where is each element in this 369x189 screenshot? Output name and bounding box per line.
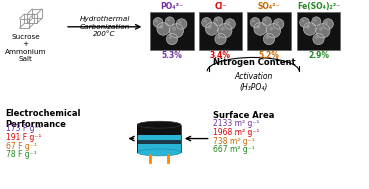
Circle shape (159, 25, 163, 29)
Circle shape (303, 22, 316, 35)
Bar (150, 12, 194, 50)
Circle shape (206, 22, 218, 35)
Circle shape (273, 19, 284, 29)
Text: Sucrose
+
Ammonium
Salt: Sucrose + Ammonium Salt (5, 34, 46, 62)
Circle shape (155, 19, 158, 22)
Circle shape (215, 33, 226, 45)
Bar (137, 133, 181, 152)
Circle shape (221, 26, 225, 31)
Circle shape (325, 21, 328, 24)
Circle shape (275, 21, 279, 24)
Bar (297, 12, 340, 50)
Text: 5.3%: 5.3% (162, 50, 182, 60)
Bar (247, 12, 291, 50)
Text: Hydrothermal
Carbonization
200°C: Hydrothermal Carbonization 200°C (79, 16, 130, 37)
Circle shape (314, 19, 316, 21)
Circle shape (252, 19, 255, 22)
Text: PO₄³⁻: PO₄³⁻ (161, 2, 183, 11)
Circle shape (153, 18, 163, 27)
Circle shape (169, 36, 172, 39)
Text: 5.2%: 5.2% (259, 50, 279, 60)
Circle shape (256, 25, 260, 29)
Circle shape (166, 33, 177, 45)
Circle shape (301, 19, 304, 22)
Bar (137, 125, 181, 135)
Ellipse shape (137, 149, 181, 156)
Circle shape (264, 19, 267, 21)
Text: Activation
(H₃PO₄): Activation (H₃PO₄) (234, 72, 272, 92)
Circle shape (202, 18, 211, 27)
Circle shape (218, 24, 232, 38)
Text: 191 F g⁻¹: 191 F g⁻¹ (6, 133, 41, 142)
Circle shape (167, 19, 170, 21)
Text: 2133 m² g⁻¹: 2133 m² g⁻¹ (213, 119, 259, 128)
Text: 67 F g⁻¹: 67 F g⁻¹ (6, 142, 37, 150)
Text: 78 F g⁻¹: 78 F g⁻¹ (6, 150, 36, 160)
Circle shape (204, 19, 207, 22)
Circle shape (323, 19, 333, 29)
Text: 173 F g⁻¹: 173 F g⁻¹ (6, 124, 41, 133)
Circle shape (208, 25, 212, 29)
Circle shape (254, 22, 267, 35)
Text: Cl⁻: Cl⁻ (214, 2, 227, 11)
Text: 667 m² g⁻¹: 667 m² g⁻¹ (213, 146, 254, 154)
Circle shape (176, 19, 187, 29)
Circle shape (217, 36, 221, 39)
Circle shape (269, 26, 273, 31)
Text: Fe(SO₄)₂²⁻: Fe(SO₄)₂²⁻ (297, 2, 340, 11)
Circle shape (263, 33, 275, 45)
Circle shape (306, 25, 310, 29)
Circle shape (227, 21, 230, 24)
Text: 1968 m² g⁻¹: 1968 m² g⁻¹ (213, 128, 259, 137)
Circle shape (266, 36, 269, 39)
Circle shape (316, 24, 330, 38)
Bar (137, 139, 181, 143)
Circle shape (266, 24, 280, 38)
Circle shape (315, 36, 318, 39)
Text: 3.4%: 3.4% (210, 50, 231, 60)
Text: Nitrogen Content: Nitrogen Content (213, 58, 296, 67)
Ellipse shape (137, 121, 181, 128)
Text: Surface Area: Surface Area (213, 111, 274, 120)
Circle shape (169, 24, 183, 38)
Text: Electrochemical
Performance: Electrochemical Performance (6, 109, 81, 129)
Circle shape (172, 26, 176, 31)
Circle shape (300, 18, 310, 27)
Circle shape (262, 17, 271, 26)
Circle shape (312, 17, 321, 26)
Circle shape (179, 21, 182, 24)
Text: SO₄²⁻: SO₄²⁻ (258, 2, 280, 11)
Circle shape (214, 17, 223, 26)
Circle shape (318, 26, 323, 31)
Circle shape (225, 19, 235, 29)
Circle shape (313, 33, 324, 45)
Circle shape (165, 17, 174, 26)
Circle shape (250, 18, 260, 27)
Circle shape (215, 19, 218, 21)
Text: 2.9%: 2.9% (308, 50, 329, 60)
Circle shape (157, 22, 170, 35)
Bar (199, 12, 242, 50)
Text: 738 m² g⁻¹: 738 m² g⁻¹ (213, 137, 254, 146)
